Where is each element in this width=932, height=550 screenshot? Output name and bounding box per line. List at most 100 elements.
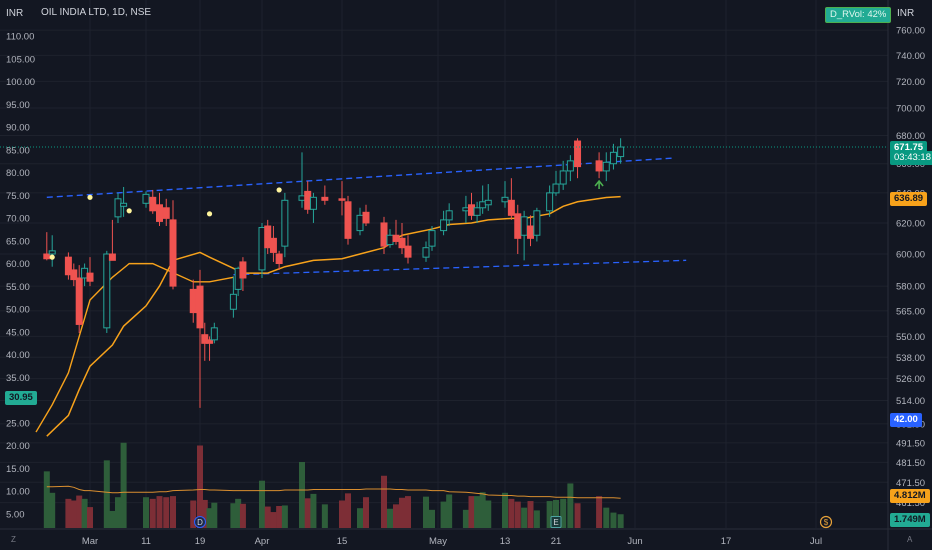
candle-body xyxy=(520,216,528,236)
candle-body xyxy=(356,214,364,232)
x-tick-label: 15 xyxy=(337,536,348,547)
candle-body xyxy=(533,210,541,236)
y-right-tick-label: 491.50 xyxy=(896,438,925,449)
y-right-tick-label: 481.50 xyxy=(896,458,925,469)
candle-body xyxy=(386,234,394,246)
volume-bar xyxy=(446,494,453,528)
candle-body xyxy=(149,196,157,212)
volume-bar xyxy=(235,498,242,528)
volume-bar xyxy=(560,498,567,528)
rvol-value-badge: 42.00 xyxy=(890,413,922,427)
volume-bar xyxy=(521,507,528,528)
volume-bar xyxy=(201,499,208,528)
channel-lower-line xyxy=(233,259,687,276)
y-right-tick-label: 760.00 xyxy=(896,26,925,37)
candle-body xyxy=(229,293,237,310)
volume-bar xyxy=(310,493,317,528)
candle-body xyxy=(120,202,128,207)
y-left-tick-label: 90.00 xyxy=(6,123,30,134)
volume-bar xyxy=(423,496,429,528)
candle-body xyxy=(404,245,412,258)
volume-bar xyxy=(479,492,486,528)
y-right-tick-label: 565.00 xyxy=(896,306,925,317)
volume-bar xyxy=(574,503,581,528)
volume-bar xyxy=(514,501,521,528)
candle-body xyxy=(392,234,400,242)
x-tick-label: Jun xyxy=(627,536,642,547)
currency-right-label[interactable]: INR xyxy=(897,8,915,19)
volume-bar xyxy=(567,483,574,528)
candle-body xyxy=(48,250,56,255)
volume-bar xyxy=(429,509,435,528)
volume-bar xyxy=(533,510,540,528)
left-indicator-line xyxy=(35,262,234,433)
y-right-tick-label: 580.00 xyxy=(896,282,925,293)
bottom-left-button[interactable]: Z xyxy=(11,535,16,544)
volume-bar xyxy=(149,498,156,528)
volume-bar xyxy=(103,460,110,528)
candle-body xyxy=(440,219,448,232)
candle-body xyxy=(75,277,83,325)
volume-bar xyxy=(462,509,469,528)
y-left-tick-label: 35.00 xyxy=(6,373,30,384)
volume-bar xyxy=(270,512,277,528)
volume-ma-line xyxy=(46,485,621,499)
left-indicator-polyline xyxy=(35,262,234,433)
y-left-tick-label: 105.00 xyxy=(6,54,35,65)
signal-dot xyxy=(87,194,93,200)
candle-body xyxy=(70,269,78,281)
bottom-right-button[interactable]: A xyxy=(907,535,913,544)
x-tick-label: 21 xyxy=(551,536,562,547)
signal-dot xyxy=(276,187,282,193)
rvol-indicator-badge[interactable]: D_RVol: 42% xyxy=(825,7,892,23)
y-right-tick-label: 550.00 xyxy=(896,332,925,343)
candle-body xyxy=(201,334,209,344)
volume-bar xyxy=(43,471,50,528)
candle-body xyxy=(210,327,218,341)
y-left-tick-label: 50.00 xyxy=(6,305,30,316)
candle-body xyxy=(398,237,406,249)
volume-bar xyxy=(143,497,149,528)
volume-bar xyxy=(197,445,203,528)
candle-body xyxy=(234,267,242,290)
y-right-tick-label: 538.00 xyxy=(896,353,925,364)
candle-body xyxy=(514,213,522,239)
volume-bar xyxy=(387,508,393,528)
y-left-tick-label: 60.00 xyxy=(6,259,30,270)
volume-bar xyxy=(393,504,399,528)
countdown-badge: 03:43:18 xyxy=(890,151,932,165)
y-left-tick-label: 75.00 xyxy=(6,191,30,202)
candles xyxy=(43,138,625,408)
x-tick-label: 13 xyxy=(500,536,511,547)
candle-body xyxy=(362,211,370,224)
y-right-tick-label: 720.00 xyxy=(896,77,925,88)
volume-bar xyxy=(81,498,88,528)
x-tick-label: 17 xyxy=(721,536,732,547)
ma-value-badge: 636.89 xyxy=(890,192,928,206)
y-left-tick-label: 80.00 xyxy=(6,168,30,179)
volume-bar xyxy=(508,498,515,528)
volume-bar xyxy=(345,493,351,528)
candle-body xyxy=(507,199,515,216)
volume-bar xyxy=(363,497,369,528)
volume-bar xyxy=(239,503,246,528)
volume-bar xyxy=(596,496,603,528)
candle-body xyxy=(64,256,72,276)
candle-body xyxy=(264,225,272,249)
y-left-tick-label: 10.00 xyxy=(6,487,30,498)
volume-bars xyxy=(43,442,624,528)
candle-body xyxy=(595,160,603,172)
currency-left-label[interactable]: INR xyxy=(6,8,24,19)
symbol-title: OIL INDIA LTD, 1D, NSE xyxy=(41,7,152,18)
volume-bar xyxy=(440,501,447,528)
candle-body xyxy=(422,247,430,258)
candle-body xyxy=(473,207,481,216)
volume-bar xyxy=(399,497,405,528)
y-left-tick-label: 95.00 xyxy=(6,100,30,111)
y-left-tick-label: 110.00 xyxy=(6,32,34,43)
candle-body xyxy=(86,272,94,282)
candle-body xyxy=(298,195,306,201)
volume-bar xyxy=(281,505,288,528)
